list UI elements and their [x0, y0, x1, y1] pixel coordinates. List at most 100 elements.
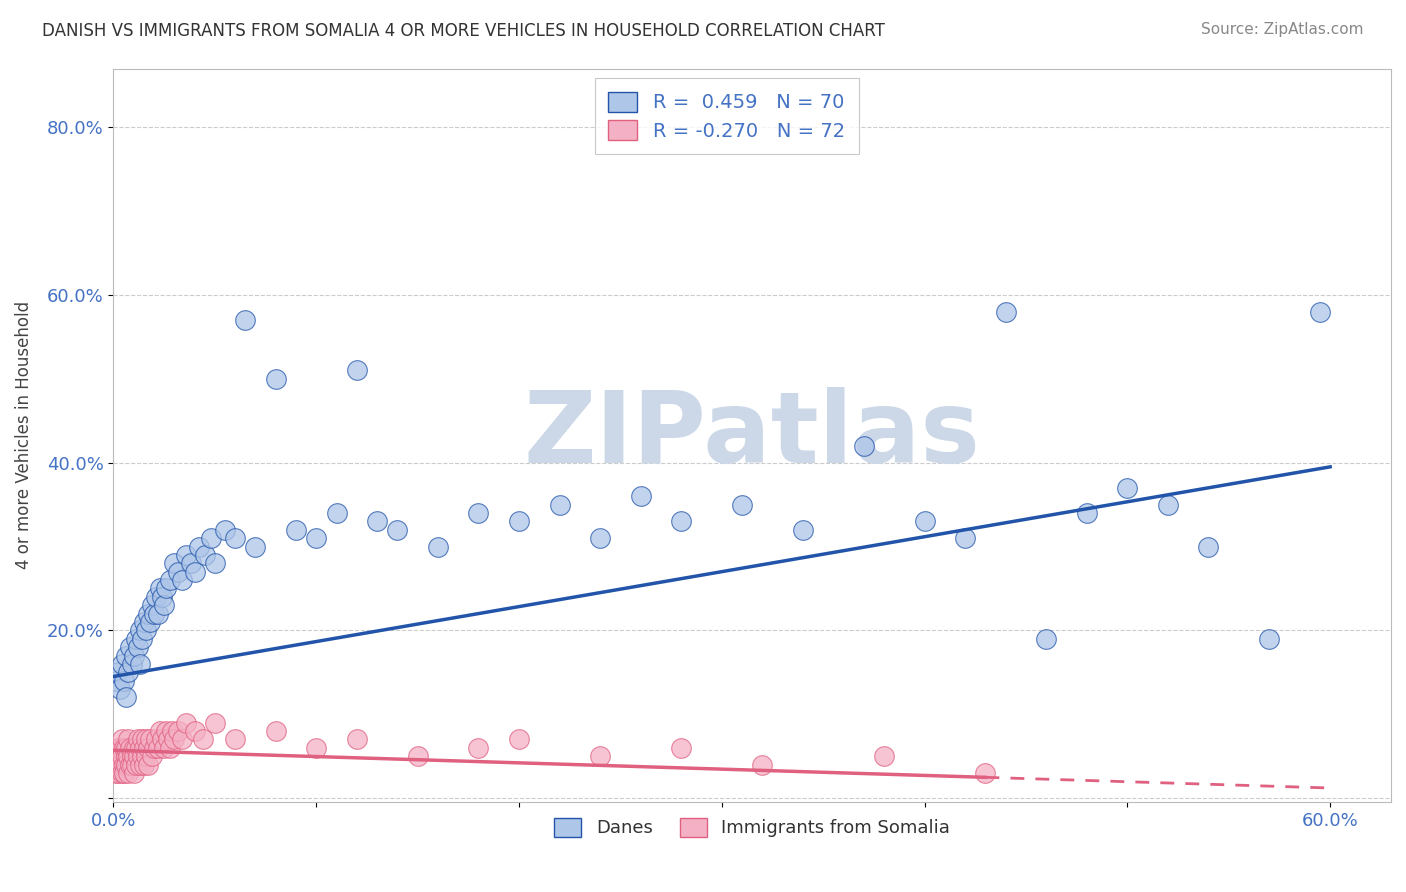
Point [406, 749, 429, 764]
Point [194, 548, 217, 562]
Point [143, 607, 166, 621]
Point [671, 740, 693, 755]
Point [141, 749, 163, 764]
Point [135, 624, 157, 638]
Point [110, 749, 132, 764]
Point [104, 749, 127, 764]
Point [325, 506, 347, 520]
Point [107, 757, 129, 772]
Point [508, 514, 530, 528]
Point [128, 757, 150, 772]
Point [731, 498, 754, 512]
Point [671, 514, 693, 528]
Point [128, 624, 150, 638]
Point [191, 732, 214, 747]
Point [135, 732, 157, 747]
Point [204, 556, 226, 570]
Point [508, 732, 530, 747]
Point [285, 523, 308, 537]
Point [107, 665, 129, 680]
Point [121, 657, 143, 671]
Point [141, 598, 163, 612]
Point [751, 757, 773, 772]
Point [104, 766, 127, 780]
Text: ZIPatlas: ZIPatlas [524, 387, 980, 483]
Point [132, 740, 155, 755]
Point [187, 540, 209, 554]
Point [121, 757, 143, 772]
Point [852, 439, 875, 453]
Point [264, 723, 287, 738]
Point [172, 573, 194, 587]
Point [467, 506, 489, 520]
Point [132, 615, 155, 629]
Point [200, 531, 222, 545]
Point [121, 749, 143, 764]
Point [162, 723, 184, 738]
Point [122, 766, 145, 780]
Point [155, 582, 177, 596]
Point [157, 732, 180, 747]
Point [153, 598, 176, 612]
Point [163, 732, 186, 747]
Y-axis label: 4 or more Vehicles in Household: 4 or more Vehicles in Household [15, 301, 32, 569]
Point [146, 607, 169, 621]
Point [122, 648, 145, 663]
Point [426, 540, 449, 554]
Point [155, 723, 177, 738]
Point [146, 740, 169, 755]
Point [180, 556, 202, 570]
Point [1258, 632, 1281, 646]
Point [131, 632, 153, 646]
Point [114, 690, 136, 705]
Point [136, 757, 159, 772]
Point [117, 749, 139, 764]
Point [1116, 481, 1139, 495]
Point [176, 548, 198, 562]
Point [1198, 540, 1220, 554]
Point [548, 498, 571, 512]
Point [346, 732, 368, 747]
Point [110, 766, 132, 780]
Point [914, 514, 936, 528]
Point [589, 749, 612, 764]
Legend: Danes, Immigrants from Somalia: Danes, Immigrants from Somalia [547, 811, 957, 845]
Point [125, 740, 148, 755]
Point [224, 531, 246, 545]
Point [127, 640, 149, 654]
Point [792, 523, 814, 537]
Point [159, 573, 181, 587]
Point [366, 514, 388, 528]
Point [150, 590, 173, 604]
Point [110, 732, 132, 747]
Point [117, 665, 139, 680]
Point [214, 523, 236, 537]
Point [108, 749, 131, 764]
Point [245, 540, 267, 554]
Point [149, 582, 172, 596]
Point [136, 740, 159, 755]
Point [143, 740, 166, 755]
Point [974, 766, 997, 780]
Point [139, 615, 162, 629]
Point [589, 531, 612, 545]
Point [953, 531, 976, 545]
Point [136, 607, 159, 621]
Point [128, 740, 150, 755]
Point [994, 304, 1017, 318]
Point [104, 673, 127, 688]
Point [112, 740, 135, 755]
Point [346, 363, 368, 377]
Point [112, 673, 135, 688]
Point [167, 723, 190, 738]
Point [1157, 498, 1180, 512]
Point [114, 757, 136, 772]
Point [183, 723, 205, 738]
Point [1035, 632, 1057, 646]
Point [108, 757, 131, 772]
Point [127, 749, 149, 764]
Point [131, 749, 153, 764]
Point [118, 757, 141, 772]
Point [127, 732, 149, 747]
Point [172, 732, 194, 747]
